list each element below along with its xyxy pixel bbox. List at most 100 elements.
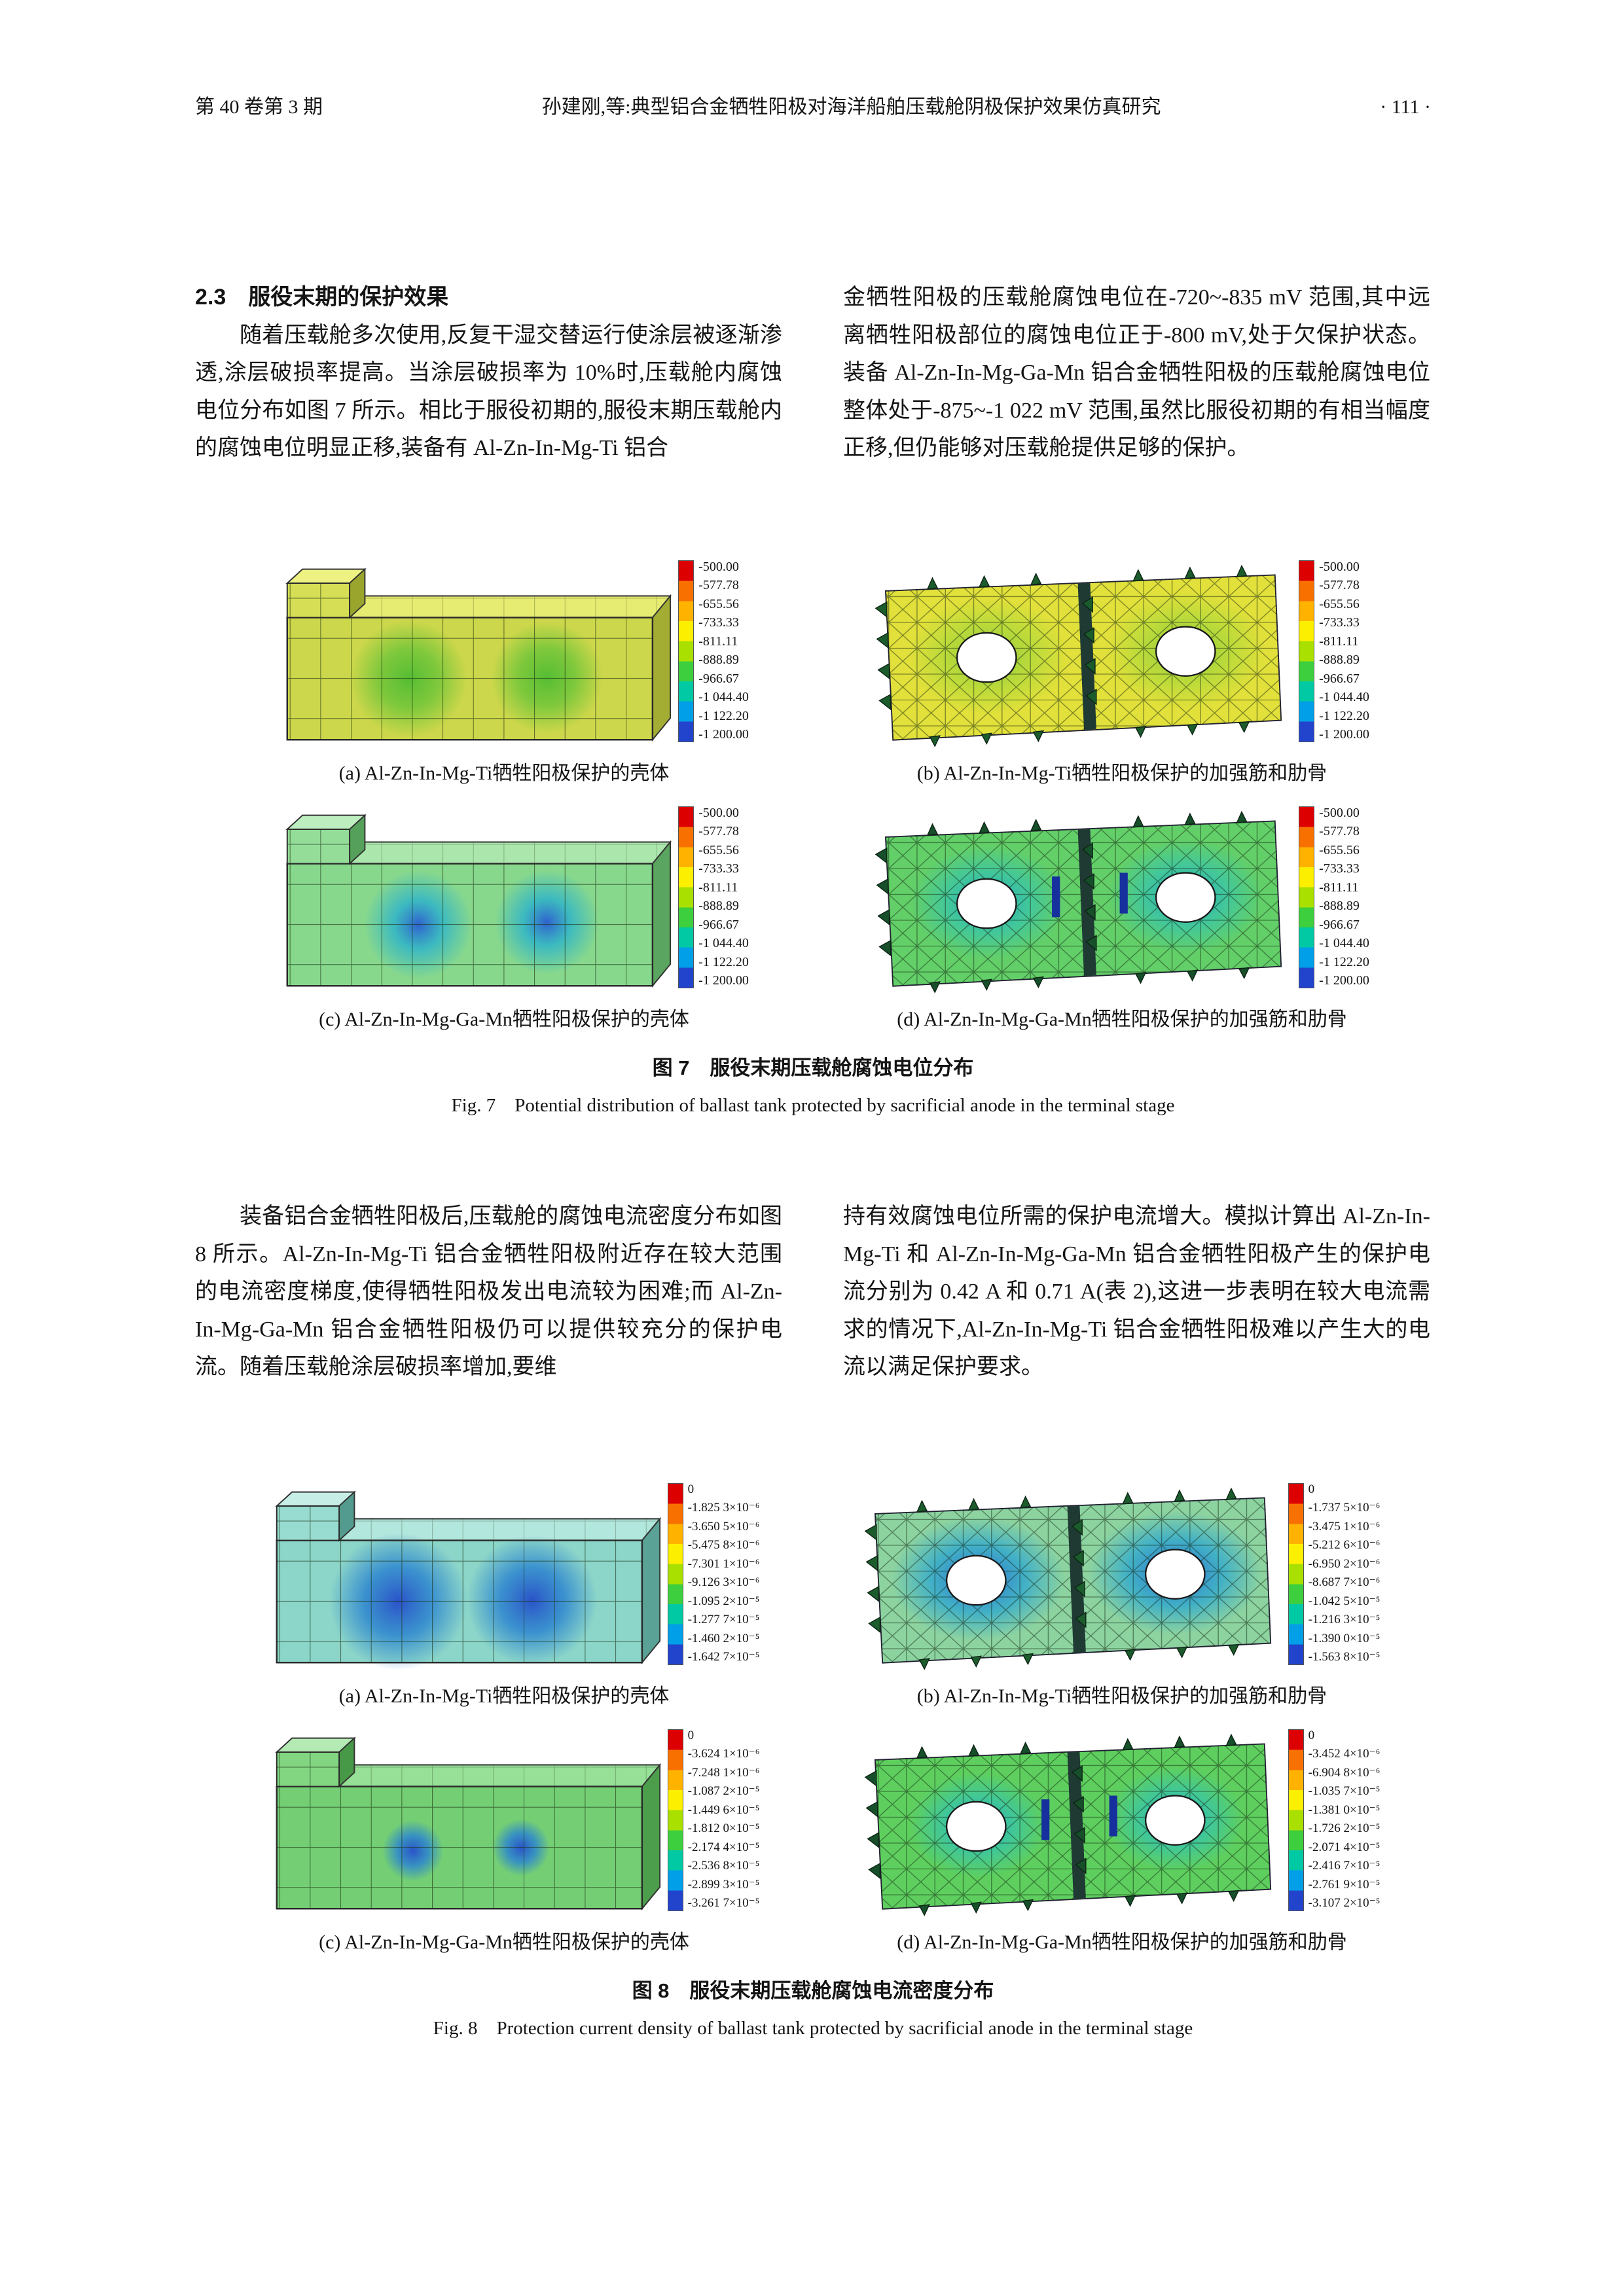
fig8-subfig-a: 0 -1.825 3×10⁻⁶ -3.650 5×10⁻⁶ -5.475 8×10⁻⁶… (195, 1480, 813, 1708)
colorbar-tick-label: -2.899 3×10⁻⁵ (687, 1877, 760, 1892)
colorbar-tick-label: -500.00 (698, 806, 739, 820)
fig7b-caption: (b) Al-Zn-In-Mg-Ti牺牲阳极保护的加强筋和肋骨 (916, 762, 1327, 784)
fig7d-colorbar: -500.00 -577.78 -655.56 -733.33 -811.11 -888.… (1299, 806, 1369, 988)
anode-bar (1052, 876, 1060, 918)
colorbar-labels: -500.00 -577.78 -655.56 -733.33 -811.11 -888.… (1319, 806, 1369, 987)
colorbar-tick-label: -655.56 (698, 842, 739, 857)
colorbar-tick-label: -888.89 (1319, 899, 1360, 914)
fig7a-colorbar: -500.00 -577.78 -655.56 -733.33 -811.11 -888.… (678, 560, 749, 742)
colorbar-tick-label: -1 200.00 (698, 973, 749, 988)
fig8-grid: 0 -1.825 3×10⁻⁶ -3.650 5×10⁻⁶ -5.475 8×10⁻⁶… (195, 1480, 1431, 1954)
colorbar-strip (667, 1729, 683, 1911)
fig8d-colorbar: 0 -3.452 4×10⁻⁶ -6.904 8×10⁻⁶ -1.035 7×10⁻⁵… (1288, 1729, 1380, 1911)
colorbar-tick-label: -3.452 4×10⁻⁶ (1308, 1747, 1380, 1761)
colorbar-tick-label: -1 200.00 (1319, 973, 1369, 988)
fig7d-caption: (d) Al-Zn-In-Mg-Ga-Mn牺牲阳极保护的加强筋和肋骨 (897, 1009, 1347, 1030)
shell-side-face (652, 840, 672, 988)
colorbar-tick-label: -577.78 (1319, 578, 1360, 593)
colorbar-tick-label: -2.071 4×10⁻⁵ (1308, 1840, 1380, 1854)
colorbar-tick-label: -1 122.20 (698, 954, 749, 969)
fig8d-caption: (d) Al-Zn-In-Mg-Ga-Mn牺牲阳极保护的加强筋和肋骨 (897, 1931, 1347, 1953)
colorbar-tick-label: -1 044.40 (698, 690, 749, 705)
colorbar-tick-label: -811.11 (698, 880, 738, 895)
text-column-right-2: 持有效腐蚀电位所需的保护电流增大。模拟计算出 Al-Zn-In-Mg-Ti 和 … (843, 1198, 1430, 1386)
colorbar-tick-label: -1.042 5×10⁻⁵ (1308, 1594, 1380, 1608)
colorbar-tick-label: 0 (1308, 1729, 1315, 1742)
colorbar-labels: 0 -1.825 3×10⁻⁶ -3.650 5×10⁻⁶ -5.475 8×10⁻⁶… (688, 1483, 760, 1664)
shell-side-face (652, 594, 672, 742)
colorbar-strip (678, 806, 695, 988)
colorbar-tick-label: -1.216 3×10⁻⁵ (1308, 1613, 1380, 1627)
colorbar-tick-label: -1.642 7×10⁻⁵ (687, 1649, 760, 1664)
figure-8: 0 -1.825 3×10⁻⁶ -3.650 5×10⁻⁶ -5.475 8×10⁻⁶… (195, 1480, 1431, 2040)
colorbar-tick-label: -2.416 7×10⁻⁵ (1308, 1859, 1380, 1873)
colorbar-strip (678, 560, 695, 742)
anode-bar (1041, 1799, 1049, 1840)
fig7a-shell-render (285, 567, 672, 742)
stiffener-tabs (864, 1733, 1240, 1916)
fig8a-caption: (a) Al-Zn-In-Mg-Ti牺牲阳极保护的壳体 (338, 1685, 670, 1707)
fig8-subfig-b: 0 -1.737 5×10⁻⁶ -3.475 1×10⁻⁶ -5.212 6×10⁻⁶… (813, 1480, 1431, 1708)
text-column-left-2: 装备铝合金牺牲阳极后,压载舱的腐蚀电流密度分布如图 8 所示。Al-Zn-In-… (195, 1198, 782, 1386)
colorbar-strip (1288, 1483, 1304, 1665)
colorbar-tick-label: -966.67 (1319, 917, 1360, 932)
colorbar-tick-label: -500.00 (698, 560, 739, 574)
anode-bar (1109, 1795, 1117, 1837)
fig8a-colorbar: 0 -1.825 3×10⁻⁶ -3.650 5×10⁻⁶ -5.475 8×10⁻⁶… (667, 1483, 760, 1665)
colorbar-tick-label: -3.650 5×10⁻⁶ (687, 1519, 760, 1534)
colorbar-tick-label: -888.89 (1319, 653, 1360, 668)
colorbar-tick-label: -6.904 8×10⁻⁶ (1308, 1765, 1380, 1780)
paragraph-2-right: 持有效腐蚀电位所需的保护电流增大。模拟计算出 Al-Zn-In-Mg-Ti 和 … (843, 1204, 1430, 1379)
paragraph-1-left: 随着压载舱多次使用,反复干湿交替运行使涂层被逐渐渗透,涂层破损率提高。当涂层破损… (195, 323, 782, 461)
colorbar-tick-label: -5.475 8×10⁻⁶ (687, 1538, 760, 1552)
colorbar-tick-label: -1.726 2×10⁻⁵ (1308, 1821, 1380, 1836)
fig8a-shell-render (274, 1490, 661, 1670)
fig8c-caption: (c) Al-Zn-In-Mg-Ga-Mn牺牲阳极保护的壳体 (319, 1931, 689, 1953)
fig7-subfig-a: -500.00 -577.78 -655.56 -733.33 -811.11 -888.… (195, 558, 813, 785)
stiffener-tabs (864, 1487, 1240, 1670)
header-page-number: · 111 · (1380, 96, 1431, 118)
fig7c-colorbar: -500.00 -577.78 -655.56 -733.33 -811.11 -888.… (678, 806, 749, 988)
lightening-hole (1155, 872, 1216, 923)
colorbar-tick-label: -655.56 (1319, 596, 1360, 611)
colorbar-tick-label: -733.33 (1319, 615, 1360, 630)
colorbar-strip (667, 1483, 683, 1665)
colorbar-tick-label: -1.449 6×10⁻⁵ (687, 1803, 760, 1817)
fig7a-caption: (a) Al-Zn-In-Mg-Ti牺牲阳极保护的壳体 (338, 762, 670, 784)
colorbar-tick-label: 0 (687, 1482, 695, 1496)
fig7-caption-en: Fig. 7 Potential distribution of ballast… (451, 1095, 1175, 1116)
fig8b-caption: (b) Al-Zn-In-Mg-Ti牺牲阳极保护的加强筋和肋骨 (916, 1685, 1327, 1707)
colorbar-tick-label: -1.812 0×10⁻⁵ (687, 1821, 760, 1836)
figure-7: -500.00 -577.78 -655.56 -733.33 -811.11 -888.… (195, 558, 1431, 1117)
colorbar-tick-label: -3.475 1×10⁻⁶ (1308, 1519, 1380, 1534)
colorbar-tick-label: -577.78 (1319, 824, 1360, 839)
fig8c-colorbar: 0 -3.624 1×10⁻⁶ -7.248 1×10⁻⁶ -1.087 2×10⁻⁵… (667, 1729, 760, 1911)
colorbar-labels: -500.00 -577.78 -655.56 -733.33 -811.11 -888.… (698, 560, 749, 741)
section-heading: 2.3 服役末期的保护效果 (195, 285, 449, 310)
fig8-caption-en: Fig. 8 Protection current density of bal… (433, 2018, 1193, 2039)
colorbar-tick-label: -1 200.00 (1319, 726, 1369, 742)
colorbar-tick-label: -500.00 (1319, 806, 1360, 820)
anode-bar (1119, 872, 1128, 914)
colorbar-tick-label: -6.950 2×10⁻⁶ (1308, 1556, 1380, 1571)
colorbar-tick-label: -655.56 (698, 596, 739, 611)
colorbar-tick-label: -733.33 (698, 615, 739, 630)
colorbar-tick-label: -2.536 8×10⁻⁵ (687, 1859, 760, 1873)
fig7-subfig-b: -500.00 -577.78 -655.56 -733.33 -811.11 -888.… (813, 558, 1431, 785)
colorbar-tick-label: -1 044.40 (1319, 690, 1369, 705)
colorbar-strip (1299, 560, 1315, 742)
colorbar-tick-label: -1.035 7×10⁻⁵ (1308, 1784, 1380, 1799)
header-running-title: 孙建刚,等:典型铝合金牺牲阳极对海洋船舶压载舱阴极保护效果仿真研究 (541, 96, 1161, 118)
fig7-caption-zh: 图 7 服役末期压载舱腐蚀电位分布 (652, 1056, 974, 1079)
lightening-hole (1144, 1795, 1206, 1846)
page-header: 第 40 卷第 3 期 孙建刚,等:典型铝合金牺牲阳极对海洋船舶压载舱阴极保护效… (195, 90, 1431, 119)
fig8-subfig-c: 0 -3.624 1×10⁻⁶ -7.248 1×10⁻⁶ -1.087 2×10⁻⁵… (195, 1727, 813, 1954)
colorbar-tick-label: -1.087 2×10⁻⁵ (687, 1784, 760, 1799)
lightening-hole (956, 878, 1017, 929)
colorbar-tick-label: 0 (1308, 1482, 1315, 1496)
colorbar-tick-label: -2.174 4×10⁻⁵ (687, 1840, 760, 1854)
colorbar-tick-label: -5.212 6×10⁻⁶ (1308, 1538, 1380, 1552)
colorbar-tick-label: -1.825 3×10⁻⁶ (687, 1501, 760, 1515)
fig7d-stiffener-render (875, 810, 1282, 994)
lightening-hole (956, 632, 1017, 683)
